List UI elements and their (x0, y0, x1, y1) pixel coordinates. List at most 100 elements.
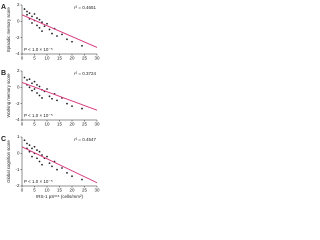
point (36, 24, 38, 27)
x-tick-label: 5 (33, 56, 36, 61)
point (51, 97, 53, 100)
y-axis-label: Episodic memory score (6, 7, 11, 52)
panel-label: A (1, 4, 6, 11)
panel-label: B (1, 70, 6, 77)
y-axis-label: Global cognition score (6, 140, 11, 183)
x-tick-label: 20 (69, 188, 75, 193)
fit-line (21, 82, 98, 111)
point (31, 155, 33, 158)
point (48, 162, 51, 165)
point (23, 139, 26, 142)
point (31, 22, 33, 24)
x-tick-label: 20 (69, 122, 75, 127)
y-tick-label: -2 (15, 101, 19, 106)
point (71, 40, 73, 43)
point (61, 33, 63, 36)
point (56, 99, 58, 102)
x-tick-label: 15 (57, 122, 63, 127)
point (36, 149, 38, 151)
x-tick-label: 25 (82, 56, 88, 61)
y-tick-label: -4 (15, 51, 19, 56)
point (31, 82, 33, 85)
point (38, 26, 41, 29)
point (31, 89, 33, 92)
y-tick-label: -1 (15, 167, 19, 172)
y-tick-label: 2 (17, 2, 20, 7)
x-tick-label: 10 (44, 56, 50, 61)
point (38, 85, 41, 88)
point (51, 165, 53, 168)
y-tick-label: -2 (15, 183, 19, 188)
y-axis-label: Working memory score (6, 73, 11, 118)
point (28, 150, 31, 153)
point (23, 76, 26, 79)
point (56, 35, 58, 37)
point (28, 12, 31, 15)
point (56, 168, 58, 171)
y-tick-label: 2 (17, 68, 20, 73)
point (71, 175, 73, 178)
x-tick-label: 25 (82, 122, 88, 127)
point (26, 10, 28, 13)
x-tick-label: 15 (57, 188, 63, 193)
point (26, 142, 28, 145)
point (48, 28, 51, 31)
point (38, 94, 41, 97)
point (23, 8, 26, 10)
r-squared: r² = 0.4651 (74, 5, 96, 10)
p-value: P < 1.0 × 10⁻⁵ (24, 113, 53, 118)
point (31, 15, 33, 18)
point (33, 88, 36, 90)
point (38, 18, 41, 21)
point (41, 21, 43, 24)
x-tick-label: 30 (94, 188, 100, 193)
point (41, 97, 43, 99)
point (33, 145, 36, 148)
x-tick-label: 30 (94, 56, 100, 61)
y-tick-label: -2 (15, 35, 19, 40)
point (26, 13, 28, 16)
x-tick-label: 0 (21, 56, 24, 61)
point (46, 88, 48, 90)
point (31, 147, 33, 150)
point (41, 154, 43, 156)
point (41, 30, 43, 33)
point (41, 163, 43, 166)
x-tick-label: 30 (94, 122, 100, 127)
point (38, 150, 41, 153)
point (43, 25, 46, 28)
x-tick-label: 5 (33, 122, 36, 127)
x-tick-label: 10 (44, 122, 50, 127)
point (36, 17, 38, 19)
point (28, 144, 31, 147)
point (48, 95, 51, 98)
point (46, 22, 48, 25)
point (61, 167, 63, 169)
point (28, 86, 31, 89)
point (81, 178, 83, 181)
r-squared: r² = 0.3724 (74, 71, 96, 76)
point (66, 172, 68, 174)
y-tick-label: 1 (17, 134, 20, 139)
p-value: P < 1.0 × 10⁻⁵ (24, 179, 53, 184)
point (81, 44, 83, 47)
point (81, 107, 83, 110)
point (33, 80, 36, 83)
x-axis-label: IRS-1 pS⁶¹⁶ (cells/mm²) (36, 194, 83, 199)
y-tick-label: -4 (15, 117, 19, 122)
point (28, 78, 31, 81)
y-tick-label: 0 (17, 151, 20, 156)
point (33, 13, 36, 15)
x-tick-label: 0 (21, 188, 24, 193)
point (66, 38, 68, 41)
point (46, 155, 48, 158)
point (36, 92, 38, 94)
point (71, 105, 73, 108)
p-value: P < 1.0 × 10⁻⁵ (24, 47, 53, 52)
x-tick-label: 25 (82, 188, 88, 193)
x-tick-label: 5 (33, 188, 36, 193)
x-tick-label: 0 (21, 122, 24, 127)
panel-label: C (1, 136, 6, 143)
x-tick-label: 15 (57, 56, 63, 61)
